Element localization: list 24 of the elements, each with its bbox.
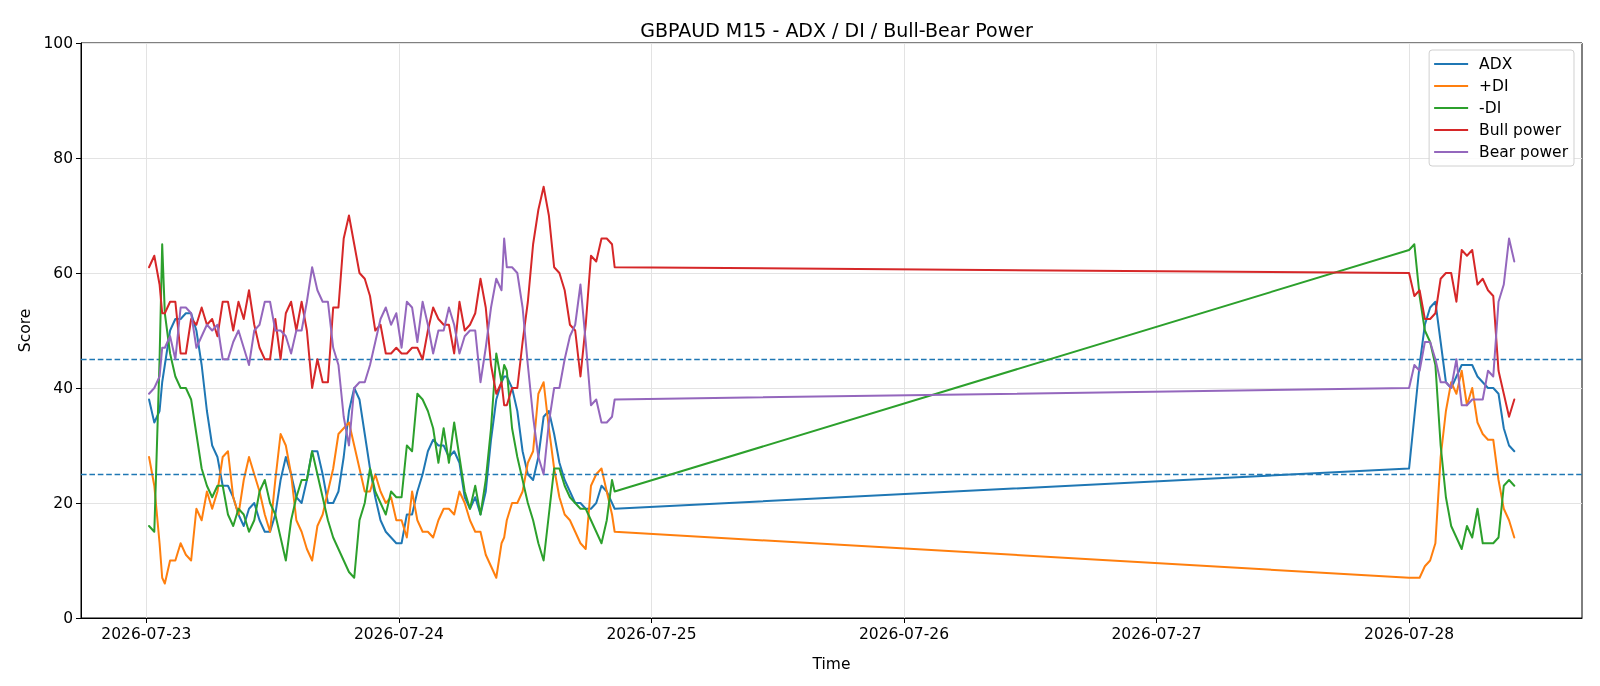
y-tick-label: 20 <box>53 494 73 512</box>
legend-label: Bull power <box>1479 121 1562 139</box>
line-series <box>148 237 1516 476</box>
y-tick-label: 100 <box>43 34 73 52</box>
x-tick-label: 2026-07-23 <box>101 625 192 643</box>
y-tick-label: 40 <box>53 379 73 397</box>
y-tick-label: 80 <box>53 149 73 167</box>
line-series <box>148 243 1516 579</box>
x-tick-label: 2026-07-27 <box>1111 625 1202 643</box>
legend-label: +DI <box>1479 77 1509 95</box>
x-tick-label: 2026-07-26 <box>858 625 950 643</box>
line-series <box>148 185 1516 418</box>
line-series <box>148 369 1516 585</box>
x-tick-label: 2026-07-25 <box>606 625 697 643</box>
y-axis-title: Score <box>15 308 34 353</box>
legend-label: ADX <box>1479 55 1513 73</box>
y-tick-label: 0 <box>63 609 73 627</box>
x-tick-label: 2026-07-28 <box>1364 625 1455 643</box>
y-tick-label: 60 <box>53 264 73 282</box>
x-tick-label: 2026-07-24 <box>353 625 444 643</box>
legend-label: Bear power <box>1479 143 1569 161</box>
x-axis-title: Time <box>811 655 851 673</box>
legend-label: -DI <box>1479 99 1502 117</box>
chart-title: GBPAUD M15 - ADX / DI / Bull-Bear Power <box>640 18 1033 41</box>
